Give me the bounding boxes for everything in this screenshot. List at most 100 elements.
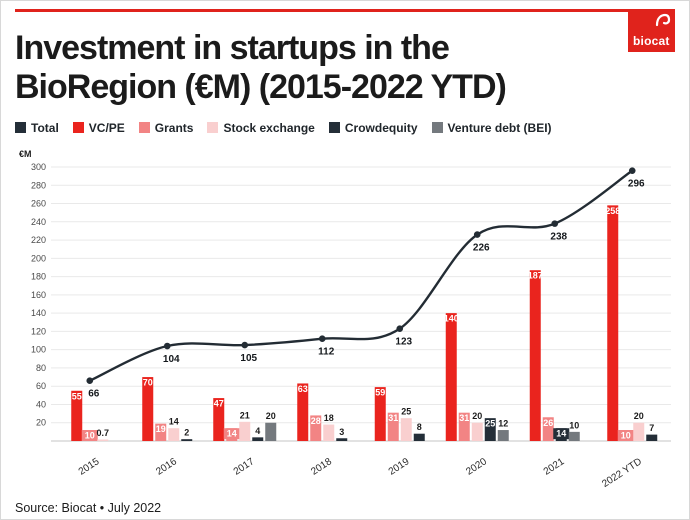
bar-grants [542,416,554,441]
y-tick-label: 140 [31,308,46,318]
bar-value-label: 3 [339,426,344,436]
investment-chart: 2040608010012014016018020022024026028030… [19,149,671,490]
bar-value-label: 10 [569,420,579,430]
bar-stock_exchange [97,439,109,441]
x-category-label: 2017 [232,456,257,478]
legend-label: Venture debt (BEI) [447,120,552,135]
legend-swatch-grants [138,122,150,133]
bar-grants [310,414,322,441]
bar-crowdequity [646,434,658,441]
bar-value-label: 14 [556,428,566,438]
bar-label-chip [553,427,570,439]
bar-value-label: 59 [375,387,385,397]
logo-curl-icon [655,13,671,27]
bar-crowdequity [336,437,348,441]
bar-value-label: 20 [634,411,644,421]
bar-value-label: 20 [472,411,482,421]
bar-vcpe [213,397,225,441]
bar-value-label: 7 [649,423,654,433]
bar-label-chip [81,429,98,441]
y-tick-label: 200 [31,253,46,263]
bar-stock_exchange [323,424,335,441]
y-tick-label: 60 [36,381,46,391]
total-value-label: 104 [163,354,180,365]
bar-venture_debt [568,431,580,441]
source-note: Source: Biocat • July 2022 [15,500,162,515]
y-axis-title: €M [19,149,32,159]
bar-vcpe [142,376,154,441]
bar-value-label: 63 [298,383,308,393]
y-tick-label: 20 [36,417,46,427]
y-tick-label: 260 [31,198,46,208]
logo-text: biocat [633,34,670,48]
total-point [628,166,636,174]
bar-value-label: 8 [417,422,422,432]
total-value-label: 66 [88,388,100,399]
legend-label: Stock exchange [223,120,315,135]
bar-value-label: 28 [311,415,321,425]
legend-label: Crowdequity [344,120,418,135]
bar-value-label: 47 [214,398,224,408]
bar-value-label: 18 [324,413,334,423]
total-value-label: 112 [318,346,335,357]
y-tick-label: 100 [31,344,46,354]
bar-vcpe [297,382,309,441]
bar-venture_debt [265,422,277,441]
legend-item-venture-debt: Venture debt (BEI) [431,120,552,135]
bar-value-label: 14 [169,416,179,426]
legend-item-crowdequity: Crowdequity [328,120,418,135]
bar-value-label: 10 [621,430,631,440]
chart-area: 20 40 60 80 100 120 140 160 180 200 220 240 260 280 30… [15,147,675,497]
total-point [551,219,559,227]
bar-crowdequity [484,417,496,441]
bar-value-label: 25 [401,406,411,416]
header: biocat Investment in startups in the Bio… [15,1,675,107]
bar-value-label: 2 [184,427,189,437]
bar-grants [387,412,399,441]
y-tick-label: 180 [31,271,46,281]
bar-venture_debt [497,429,509,441]
total-point [163,342,171,349]
bar-value-label: 26 [543,417,553,427]
legend-swatch-venture-debt [431,122,443,133]
bar-vcpe [445,312,457,441]
y-tick-label: 220 [31,235,46,245]
legend-label: VC/PE [88,120,125,135]
x-category-label: 2015 [77,456,102,478]
bar-value-label: 25 [485,418,495,428]
bar-vcpe [374,386,386,441]
total-point [473,230,481,238]
x-category-label: 2018 [309,456,334,478]
total-value-label: 123 [395,336,412,347]
legend-swatch-total [15,122,26,133]
bar-value-label: 187 [528,270,543,280]
total-value-label: 238 [550,231,567,242]
bar-crowdequity [181,438,193,441]
bar-value-label: 14 [227,428,237,438]
legend-item-total: Total [15,121,59,135]
y-tick-label: 80 [36,362,46,372]
legend-label: Grants [154,120,194,135]
legend-swatch-stock-exchange [207,122,219,133]
total-value-label: 296 [628,178,645,189]
x-category-label: 2021 [542,456,567,478]
y-tick-label: 40 [36,399,46,409]
bar-value-label: 0.7 [96,428,109,438]
bar-label-chip [223,427,240,439]
bar-stock_exchange [239,421,251,441]
y-tick-label: 160 [31,289,46,299]
total-point [86,376,94,384]
bar-value-label: 20 [266,411,276,421]
total-line [88,168,634,382]
bar-stock_exchange [400,417,412,441]
title-line-1: Investment in startups in the [15,29,450,67]
x-category-label: 2019 [387,456,412,478]
x-category-label: 2022 YTD [600,456,644,490]
bar-value-label: 31 [459,413,469,423]
x-category-label: 2020 [464,456,489,478]
bar-value-label: 10 [85,430,95,440]
accent-line [15,9,675,12]
x-category-label: 2016 [154,456,179,478]
y-tick-label: 280 [31,180,46,190]
